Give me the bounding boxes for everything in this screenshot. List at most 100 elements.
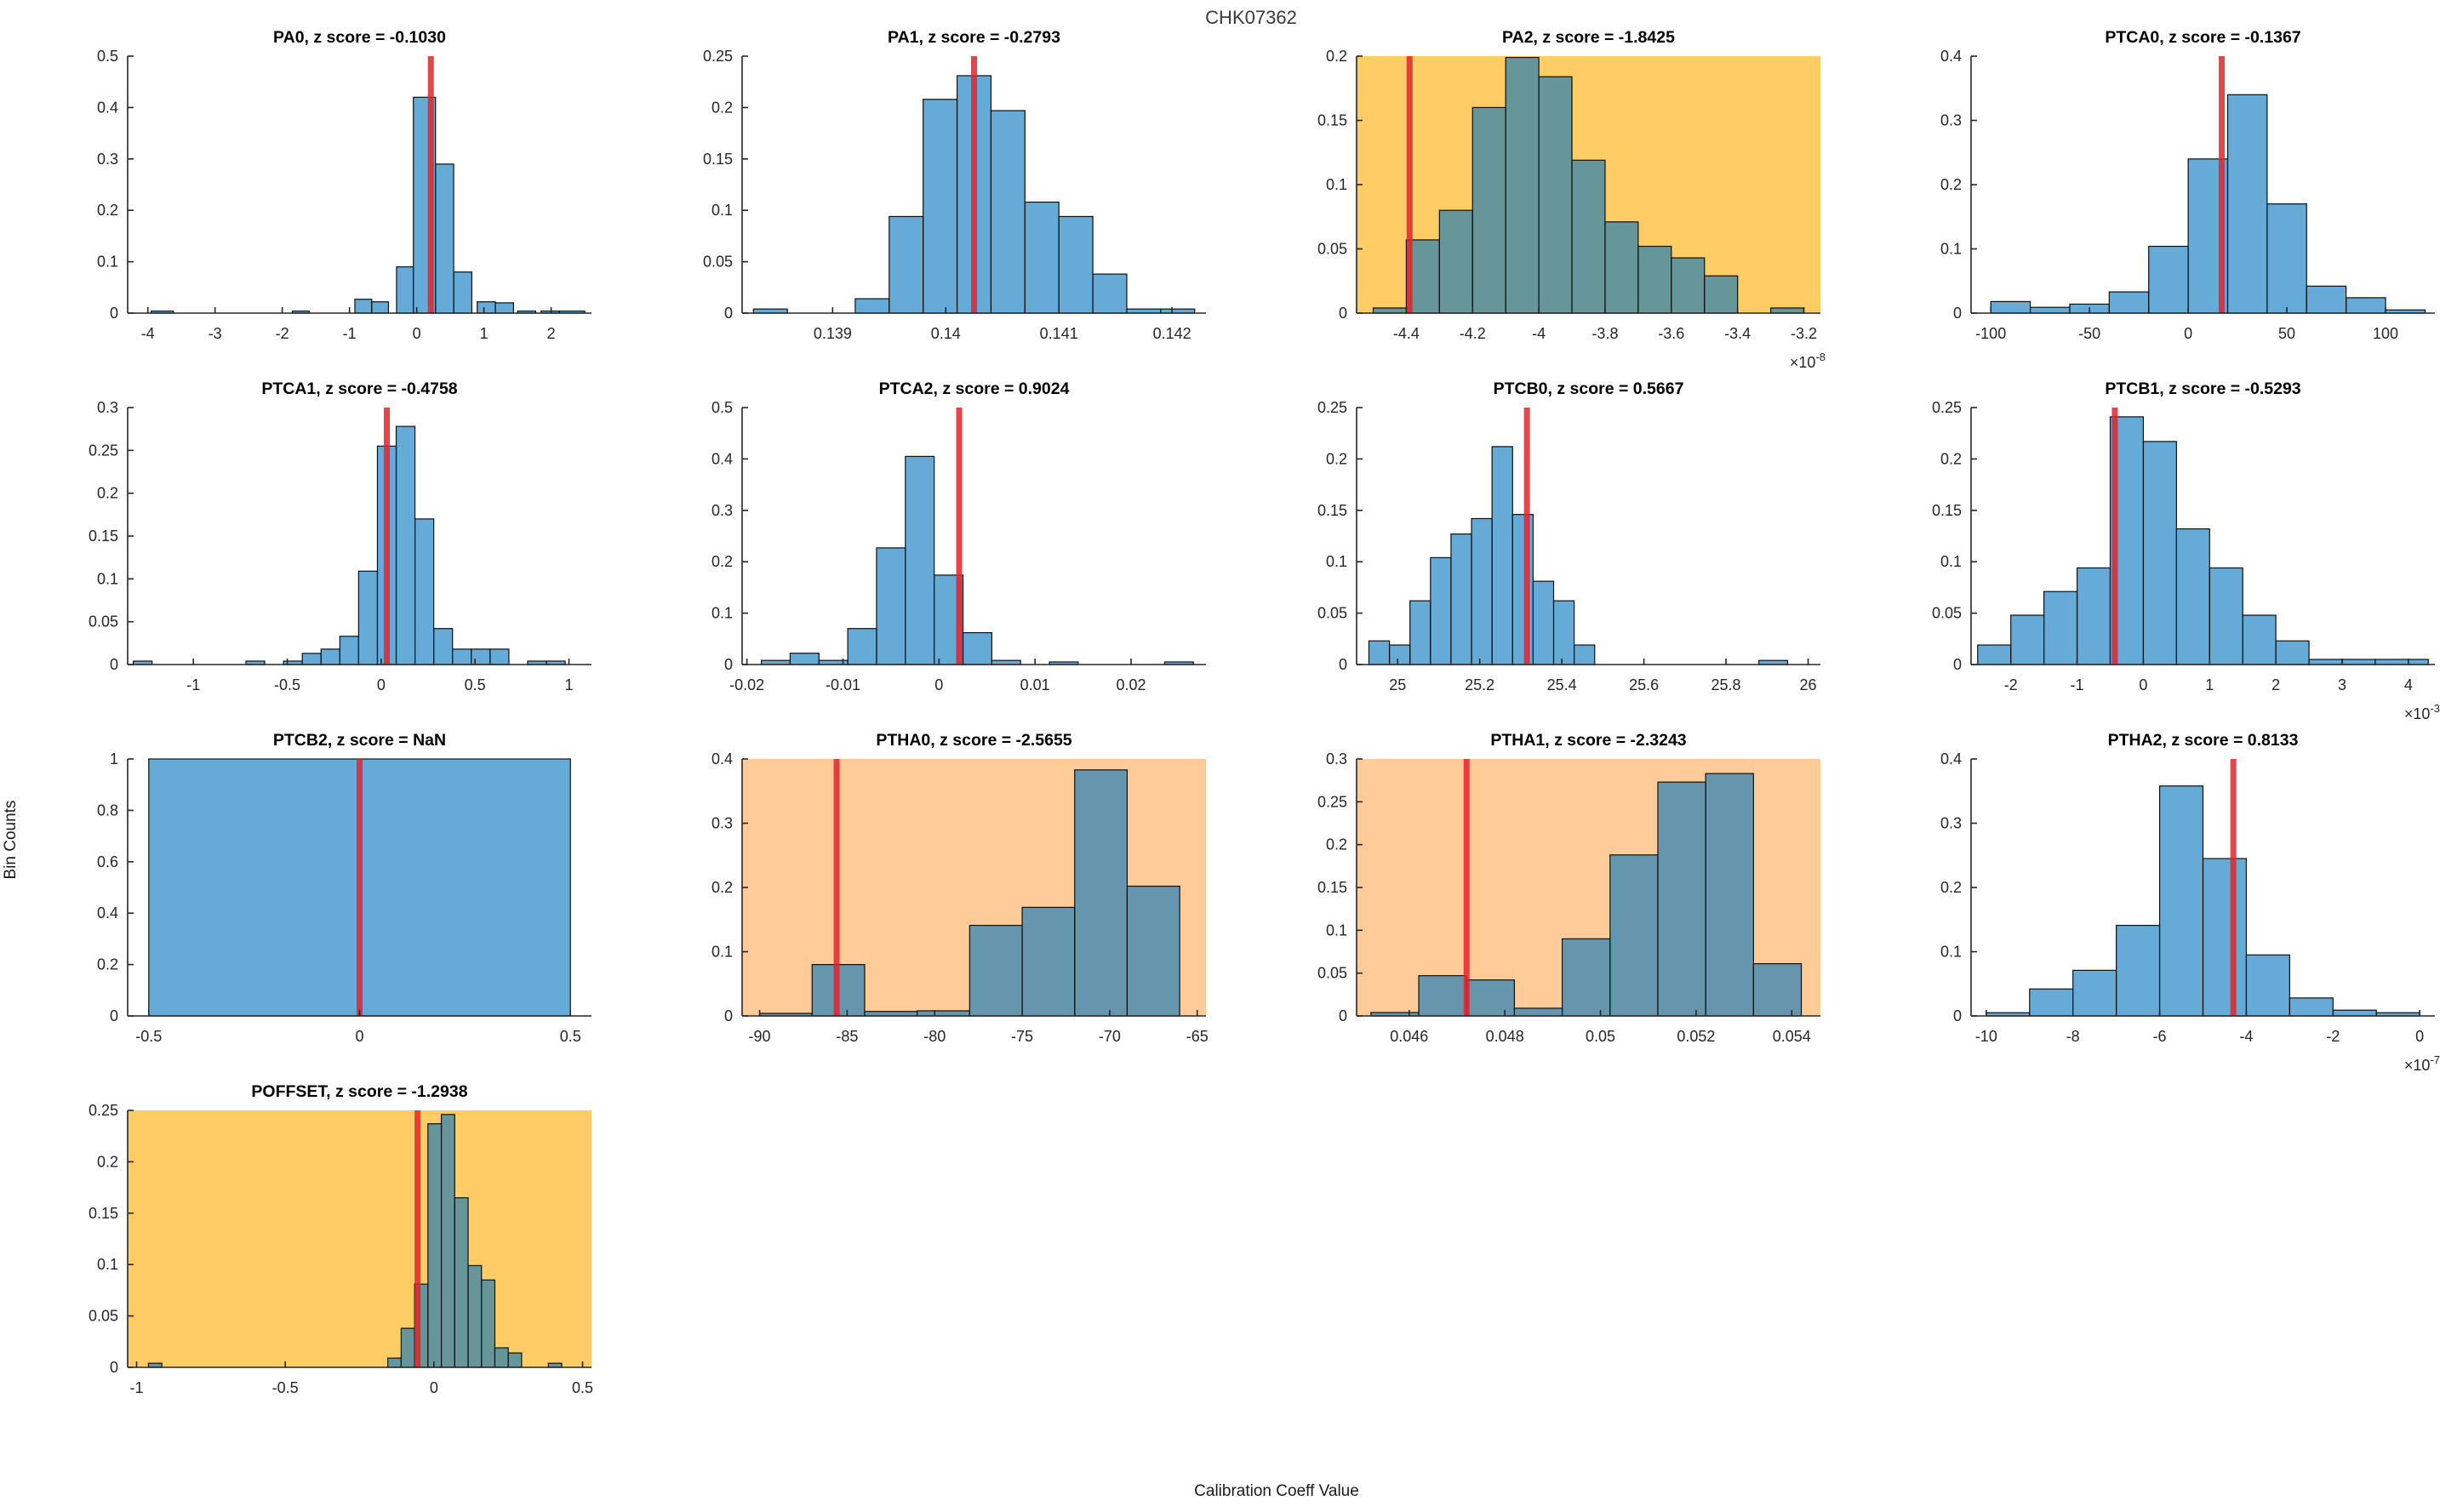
x-tick-label: -3.8 bbox=[1591, 325, 1618, 342]
y-tick-label: 0 bbox=[110, 656, 118, 673]
x-tick-label: -3.6 bbox=[1658, 325, 1684, 342]
histogram-bar bbox=[471, 648, 491, 665]
x-tick-label: -2 bbox=[276, 325, 289, 342]
subplot-title: PA1, z score = -0.2793 bbox=[888, 28, 1060, 47]
y-tick-label: 0.1 bbox=[1326, 921, 1347, 939]
red-marker-line bbox=[1463, 759, 1470, 1016]
y-tick-label: 0.15 bbox=[89, 528, 118, 545]
subplot-PTCB0: 25 25.2 25.4 25.6 25.8 26 0 0.05 0.1 0.15 0.2 0.25 P… bbox=[1317, 379, 1820, 693]
x-tick-label: 2 bbox=[547, 325, 556, 342]
histogram-bar bbox=[2308, 659, 2343, 665]
y-tick-label: 0 bbox=[1339, 1007, 1347, 1024]
x-tick-label: -3.4 bbox=[1724, 325, 1751, 342]
subplot-title: PTHA1, z score = -2.3243 bbox=[1490, 731, 1686, 750]
x-tick-label: 0 bbox=[2184, 325, 2192, 342]
y-tick-label: 0.3 bbox=[711, 815, 733, 832]
x-tick-label: 100 bbox=[2373, 325, 2398, 342]
histogram-bar bbox=[1532, 580, 1555, 665]
histogram-bar bbox=[1126, 885, 1180, 1017]
histogram-bar bbox=[1438, 209, 1473, 314]
y-tick-label: 0.1 bbox=[711, 202, 733, 219]
histogram-bar bbox=[1604, 221, 1639, 314]
histogram-bar bbox=[1058, 215, 1094, 314]
histogram-bar bbox=[2029, 988, 2074, 1017]
x-tick-label: 0.01 bbox=[1020, 676, 1050, 693]
histogram-bar bbox=[2175, 528, 2210, 665]
x-tick-label: -4 bbox=[2239, 1028, 2253, 1045]
histogram-bar bbox=[387, 1357, 403, 1368]
x-tick-label: -1 bbox=[343, 325, 357, 342]
histogram-bar bbox=[452, 648, 472, 665]
y-tick-label: 0.25 bbox=[1317, 399, 1347, 416]
x-tick-label: 0 bbox=[430, 1379, 438, 1396]
histogram-bar bbox=[2275, 640, 2310, 665]
x-tick-label: 1 bbox=[2205, 676, 2214, 693]
subplot-PTHA1: 0.046 0.048 0.05 0.052 0.054 0 0.05 0.1 0.15 0.2 0… bbox=[1317, 731, 1820, 1045]
histogram-bar bbox=[889, 215, 924, 314]
x-tick-label: 1 bbox=[480, 325, 489, 342]
x-tick-label: -50 bbox=[2078, 325, 2100, 342]
x-tick-label: 25.2 bbox=[1465, 676, 1494, 693]
histogram-bar bbox=[2202, 858, 2248, 1017]
histogram-bar bbox=[2108, 291, 2150, 314]
red-marker-line bbox=[971, 56, 977, 313]
subplot-title: PTHA2, z score = 0.8133 bbox=[2108, 731, 2299, 750]
y-tick-label: 0.25 bbox=[1932, 399, 1962, 416]
histogram-bar bbox=[433, 628, 454, 665]
histogram-bar bbox=[354, 299, 373, 314]
histogram-bar bbox=[2076, 567, 2111, 665]
histogram-bar bbox=[301, 653, 322, 665]
x-tick-label: -3 bbox=[209, 325, 222, 342]
histogram-bar bbox=[1609, 854, 1659, 1017]
x-tick-label: -0.5 bbox=[135, 1028, 162, 1045]
y-tick-label: 0.1 bbox=[711, 944, 733, 961]
x-tick-label: -90 bbox=[749, 1028, 771, 1045]
histogram-bar bbox=[2242, 614, 2277, 665]
x-tick-label: -4.2 bbox=[1460, 325, 1486, 342]
histogram-bar bbox=[2043, 591, 2078, 665]
subplot-title: PTCB1, z score = -0.5293 bbox=[2105, 379, 2300, 398]
histogram-bar bbox=[1368, 640, 1391, 665]
histogram-bar bbox=[467, 1264, 483, 1368]
y-tick-label: 0.05 bbox=[89, 1308, 118, 1325]
y-tick-label: 0 bbox=[1953, 656, 1962, 673]
subplot-title: PTCB2, z score = NaN bbox=[273, 731, 446, 750]
y-tick-label: 0 bbox=[1953, 1007, 1962, 1024]
y-tick-label: 0 bbox=[110, 1359, 118, 1376]
histogram-bar bbox=[1388, 644, 1411, 665]
x-tick-label: -6 bbox=[2153, 1028, 2167, 1045]
histogram-bar bbox=[1752, 962, 1803, 1017]
x-tick-label: -100 bbox=[1975, 325, 2006, 342]
red-marker-line bbox=[2219, 56, 2226, 313]
histogram-bar bbox=[923, 99, 958, 314]
subplot-PTCB1: -2 -1 0 1 2 3 400.050.10.150.20.25×10-3PTCB1, … bbox=[1932, 379, 2440, 722]
y-tick-label: 0.3 bbox=[1326, 750, 1347, 767]
subplot-PTHA0: -90 -85 -80 -75 -70 -65 0 0.1 0.2 0.3 0.4 PTHA0, z … bbox=[711, 731, 1209, 1045]
y-tick-label: 0.25 bbox=[89, 1102, 118, 1119]
histogram-bar bbox=[2245, 954, 2290, 1017]
histogram-bar bbox=[2341, 659, 2376, 665]
y-tick-label: 0.05 bbox=[89, 613, 118, 630]
histogram-bar bbox=[1538, 76, 1573, 314]
x-tick-label: 1 bbox=[565, 676, 574, 693]
y-tick-label: 0.2 bbox=[97, 202, 118, 219]
y-tick-label: 0.25 bbox=[703, 48, 733, 65]
histogram-bar bbox=[1409, 600, 1431, 665]
x-tick-label: -65 bbox=[1186, 1028, 1209, 1045]
red-marker-line bbox=[956, 408, 963, 665]
x-tick-label: 0 bbox=[377, 676, 386, 693]
red-marker-line bbox=[833, 759, 840, 1016]
x-tick-label: 0.5 bbox=[560, 1028, 581, 1045]
histogram-bar bbox=[1513, 1007, 1563, 1017]
histogram-bar bbox=[414, 518, 435, 665]
y-tick-label: 0.2 bbox=[1940, 450, 1962, 467]
histogram-bar bbox=[1704, 275, 1739, 314]
histogram-bar bbox=[1511, 514, 1534, 665]
y-tick-label: 0.2 bbox=[711, 99, 733, 116]
y-tick-label: 0 bbox=[724, 1007, 733, 1024]
red-marker-line bbox=[2230, 759, 2237, 1016]
y-tick-label: 0.05 bbox=[703, 254, 733, 271]
histogram-bar bbox=[2266, 203, 2307, 314]
y-tick-label: 0.4 bbox=[711, 450, 733, 467]
x-tick-label: -2 bbox=[2326, 1028, 2340, 1045]
